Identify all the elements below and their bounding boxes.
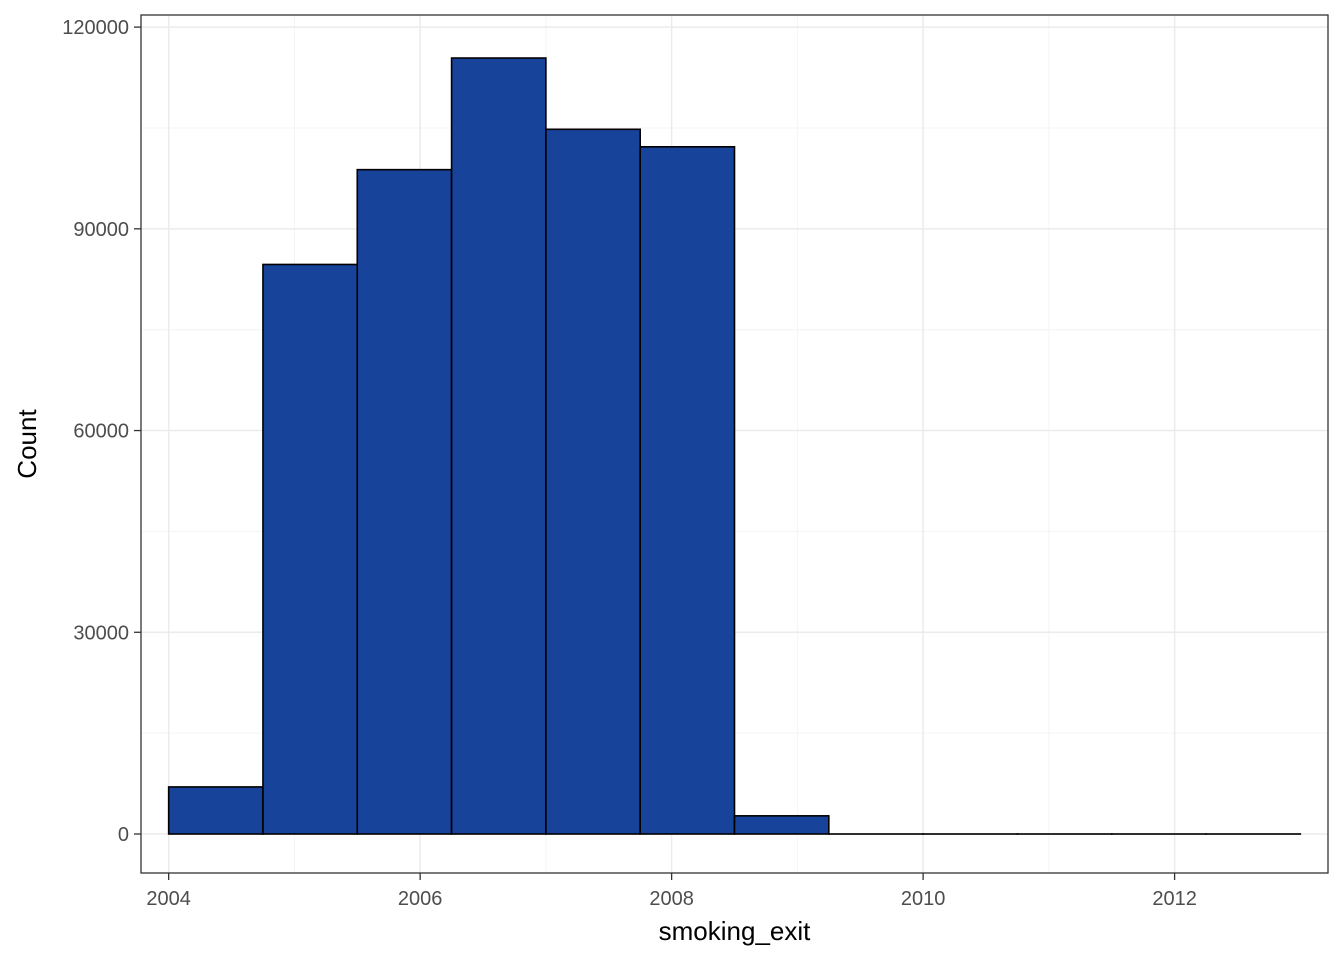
- x-tick-label: 2004: [146, 888, 191, 910]
- histogram-bar: [735, 816, 829, 834]
- x-tick-label: 2012: [1152, 888, 1197, 910]
- bars-layer: [169, 58, 1301, 834]
- y-tick-label: 90000: [73, 219, 129, 241]
- histogram-bar: [640, 147, 734, 834]
- x-axis-title: smoking_exit: [659, 916, 812, 946]
- x-tick-label: 2010: [901, 888, 946, 910]
- histogram-bar: [357, 170, 451, 834]
- y-tick-label: 30000: [73, 622, 129, 644]
- x-tick-label: 2006: [398, 888, 443, 910]
- y-axis-title: Count: [12, 409, 42, 479]
- histogram-bar: [452, 58, 546, 834]
- y-tick-label: 60000: [73, 421, 129, 443]
- y-tick-label: 120000: [62, 17, 129, 39]
- histogram-bar: [169, 787, 263, 834]
- histogram-bar: [546, 129, 640, 834]
- histogram-bar: [263, 264, 357, 834]
- x-tick-label: 2008: [649, 888, 694, 910]
- y-tick-label: 0: [118, 824, 129, 846]
